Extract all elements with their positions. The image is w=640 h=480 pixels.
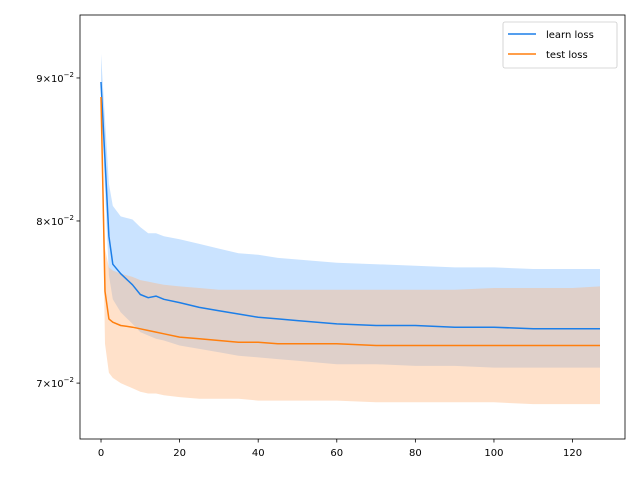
band-learn-loss	[101, 53, 600, 368]
legend-frame	[502, 21, 618, 69]
legend-label-test-loss: test loss	[546, 50, 588, 61]
x-tick-label: 80	[409, 448, 422, 459]
x-tick-label: 60	[330, 448, 343, 459]
x-tick-label: 120	[563, 448, 582, 459]
plot-area-frame	[79, 14, 626, 440]
legend: learn loss test loss	[502, 21, 618, 69]
y-tick-label: 7×10−2	[36, 376, 74, 390]
series-lines	[100, 81, 600, 347]
x-tick-label: 40	[252, 448, 265, 459]
x-tick-label: 100	[484, 448, 503, 459]
x-tick-label: 0	[98, 448, 104, 459]
y-tick-label: 9×10−2	[36, 71, 74, 85]
legend-label-learn-loss: learn loss	[546, 30, 594, 41]
band-test-loss	[101, 91, 600, 405]
line-test-loss	[100, 96, 600, 347]
x-tick-label: 20	[173, 448, 186, 459]
y-axis: 7×10−2 8×10−2 9×10−2	[36, 71, 80, 390]
confidence-bands	[101, 53, 600, 405]
y-tick-label: 8×10−2	[36, 214, 74, 228]
x-axis: 0 20 40 60 80 100 120	[98, 439, 582, 459]
line-learn-loss	[100, 81, 600, 330]
